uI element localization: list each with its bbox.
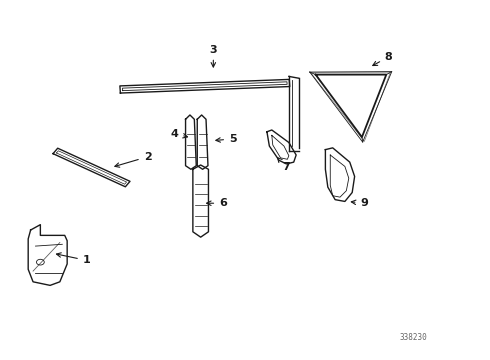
Text: 1: 1 [56, 253, 91, 265]
Text: 8: 8 [373, 52, 392, 66]
Text: 9: 9 [351, 198, 368, 208]
Text: 3: 3 [210, 45, 217, 67]
Text: 2: 2 [115, 152, 151, 167]
Text: 7: 7 [277, 158, 290, 172]
Text: 5: 5 [216, 134, 237, 144]
Text: 4: 4 [171, 129, 188, 139]
Text: 338230: 338230 [399, 333, 427, 342]
Text: 6: 6 [207, 198, 227, 208]
